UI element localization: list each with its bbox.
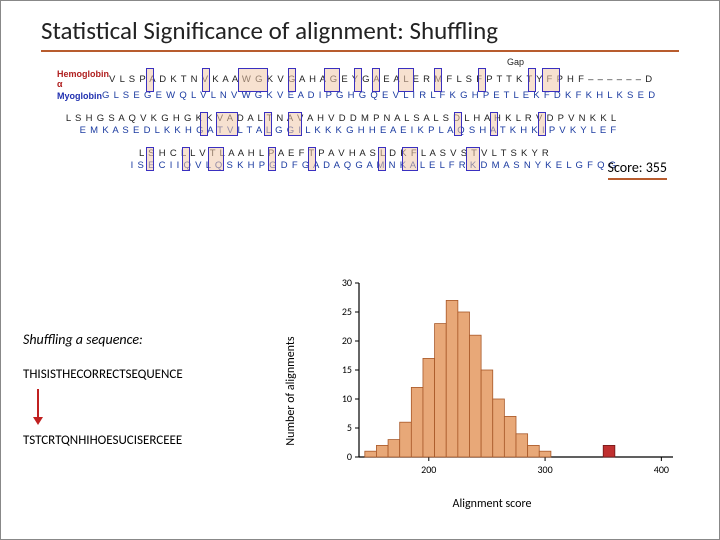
alignment-block: Gap Hemoglobin α V L S P A D K T N V K A… bbox=[57, 69, 617, 183]
seq-3-top: L S H C L L V T L A A H L P A E F T P A … bbox=[139, 148, 550, 159]
svg-text:15: 15 bbox=[342, 363, 352, 376]
histogram-chart: Number of alignments Alignment score 051… bbox=[297, 271, 687, 511]
myoglobin-label: Myoglobin bbox=[57, 91, 102, 101]
seq-3-bot: I S E C I I Q V L Q S K H P G D F G A D … bbox=[131, 160, 617, 171]
slide: Statistical Significance of alignment: S… bbox=[0, 0, 720, 540]
hemoglobin-label: Hemoglobin α bbox=[57, 69, 109, 89]
histogram-svg: 0 5 10 15 20 25 30 200 300 400 bbox=[331, 277, 681, 487]
gap-label: Gap bbox=[507, 57, 524, 67]
slide-title: Statistical Significance of alignment: S… bbox=[41, 15, 679, 52]
svg-text:20: 20 bbox=[342, 334, 352, 347]
svg-text:300: 300 bbox=[537, 463, 552, 476]
svg-text:25: 25 bbox=[342, 305, 352, 318]
svg-text:0: 0 bbox=[347, 450, 352, 463]
sequence-original: THISISTHECORRECTSEQUENCE bbox=[23, 367, 183, 382]
arrow-icon bbox=[37, 389, 39, 423]
alignment-pair-2: L S H G S A Q V K G H G K K V A D A L T … bbox=[57, 113, 617, 136]
score-label: Score: 355 bbox=[608, 159, 667, 180]
svg-text:10: 10 bbox=[342, 392, 352, 405]
seq-1-bot: G L S E G E W Q L V L N V W G K V E A D … bbox=[102, 90, 656, 101]
svg-text:30: 30 bbox=[342, 277, 352, 289]
svg-text:5: 5 bbox=[347, 421, 352, 434]
alignment-pair-1: Hemoglobin α V L S P A D K T N V K A A W… bbox=[57, 69, 617, 101]
chart-ylabel: Number of alignments bbox=[284, 336, 298, 445]
svg-text:200: 200 bbox=[421, 463, 436, 476]
svg-text:400: 400 bbox=[654, 463, 669, 476]
seq-2-top: L S H G S A Q V K G H G K K V A D A L T … bbox=[66, 113, 617, 124]
shuffle-caption: Shuffling a sequence: bbox=[23, 331, 143, 348]
alignment-pair-3: L S H C L L V T L A A H L P A E F T P A … bbox=[57, 148, 617, 171]
sequence-shuffled: TSTCRTQNHIHOESUCISERCEEE bbox=[23, 433, 182, 448]
seq-2-bot: E M K A S E D L K K H G A T V L T A L G … bbox=[80, 125, 617, 136]
seq-1-top: V L S P A D K T N V K A A W G K V G A H … bbox=[109, 74, 653, 85]
chart-xlabel: Alignment score bbox=[453, 497, 532, 511]
